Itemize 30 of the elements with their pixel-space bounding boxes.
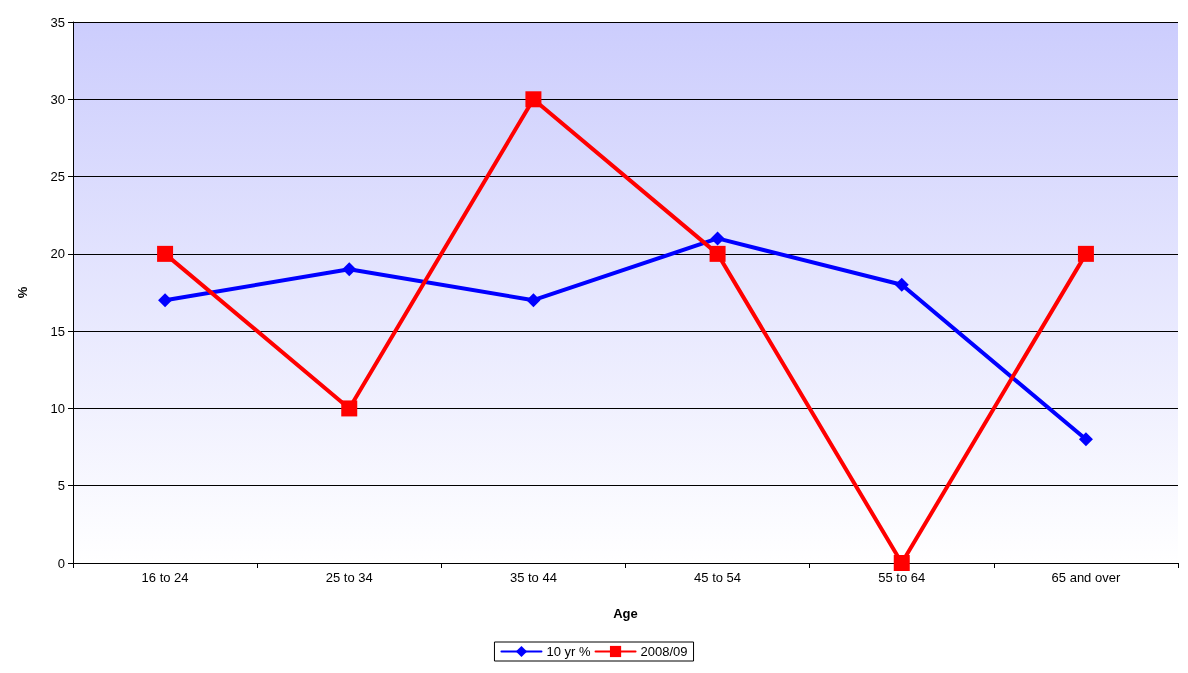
point [1077,245,1094,262]
point [158,293,173,308]
point [893,555,910,571]
y-tick-label: 5 [57,478,65,494]
point [341,400,358,417]
y-tick-label: 20 [50,246,65,262]
point [342,262,357,277]
y-tick-label: 15 [50,323,65,339]
y-tick-label: 35 [50,14,65,30]
y-tick-label: 25 [50,169,65,185]
x-tick-label: 45 to 54 [694,570,742,585]
point [525,91,542,108]
x-tick-label: 16 to 24 [141,570,189,585]
y-tick-label: 30 [50,91,65,107]
point [709,245,726,262]
x-tick-label: 25 to 34 [325,570,373,585]
y-axis-title: % [15,286,30,299]
x-axis-title: Age [613,606,638,621]
y-tick-label: 0 [57,555,65,571]
legend-label: 10 yr % [546,644,591,659]
point [1078,432,1093,447]
x-tick-label: 35 to 44 [509,570,557,585]
point [894,277,909,292]
legend-label: 2008/09 [640,644,688,659]
point [526,293,541,308]
x-tick-label: 65 and over [1051,570,1121,585]
point [157,245,174,262]
y-tick-label: 10 [50,400,65,416]
x-tick-label: 55 to 64 [878,570,926,585]
point [710,231,725,246]
